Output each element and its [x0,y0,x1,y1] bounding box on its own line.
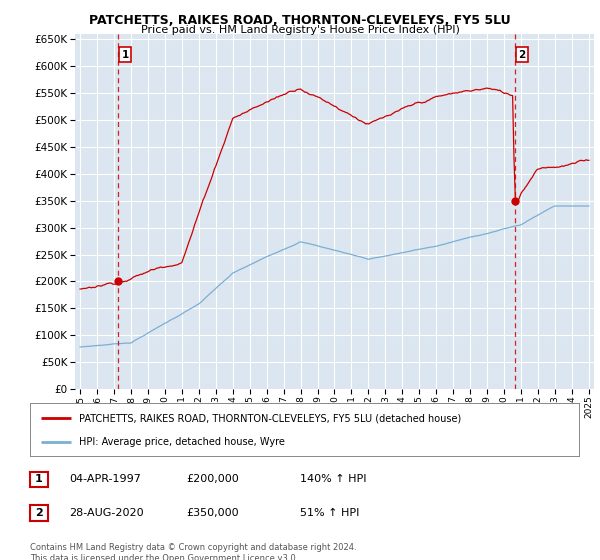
Text: PATCHETTS, RAIKES ROAD, THORNTON-CLEVELEYS, FY5 5LU: PATCHETTS, RAIKES ROAD, THORNTON-CLEVELE… [89,14,511,27]
Text: Contains HM Land Registry data © Crown copyright and database right 2024.
This d: Contains HM Land Registry data © Crown c… [30,543,356,560]
Text: 2: 2 [35,508,43,518]
Text: £350,000: £350,000 [186,508,239,518]
Text: 140% ↑ HPI: 140% ↑ HPI [300,474,367,484]
Text: HPI: Average price, detached house, Wyre: HPI: Average price, detached house, Wyre [79,436,285,446]
Text: £200,000: £200,000 [186,474,239,484]
Text: PATCHETTS, RAIKES ROAD, THORNTON-CLEVELEYS, FY5 5LU (detached house): PATCHETTS, RAIKES ROAD, THORNTON-CLEVELE… [79,413,461,423]
Text: 04-APR-1997: 04-APR-1997 [69,474,141,484]
Text: 1: 1 [35,474,43,484]
Text: 51% ↑ HPI: 51% ↑ HPI [300,508,359,518]
Text: 1: 1 [121,50,128,59]
Text: 2: 2 [518,50,526,59]
Text: 28-AUG-2020: 28-AUG-2020 [69,508,143,518]
Text: Price paid vs. HM Land Registry's House Price Index (HPI): Price paid vs. HM Land Registry's House … [140,25,460,35]
